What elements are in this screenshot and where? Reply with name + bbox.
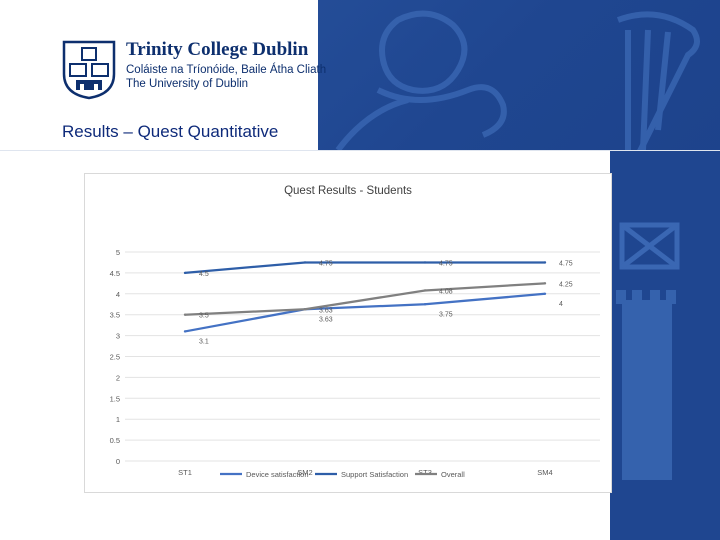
x-tick-label: SM4 bbox=[537, 468, 552, 477]
legend-label: Device satisfaction bbox=[246, 470, 309, 479]
data-label: 4 bbox=[559, 301, 563, 308]
data-point bbox=[423, 261, 427, 264]
data-point bbox=[423, 303, 427, 306]
data-point bbox=[183, 313, 187, 316]
data-label: 4.25 bbox=[559, 281, 573, 288]
data-point bbox=[543, 261, 547, 264]
data-point bbox=[183, 330, 187, 333]
data-point bbox=[543, 282, 547, 285]
series-line bbox=[184, 282, 546, 316]
line-chart: Quest Results - Students 0 0.5 1 1.5 2 2.5 3 3.… bbox=[110, 185, 600, 479]
data-label: 4.75 bbox=[319, 260, 333, 267]
data-point bbox=[183, 271, 187, 275]
series-line bbox=[184, 292, 546, 333]
y-tick-label: 3.5 bbox=[110, 311, 120, 320]
chart-title: Quest Results - Students bbox=[284, 185, 412, 197]
data-point bbox=[303, 308, 307, 311]
y-tick-label: 0 bbox=[116, 457, 120, 466]
data-point bbox=[423, 289, 427, 292]
data-label: 4.08 bbox=[439, 288, 453, 295]
legend-label: Overall bbox=[441, 470, 465, 479]
logo-title: Trinity College Dublin bbox=[126, 39, 309, 60]
saltire-flag-icon bbox=[619, 222, 680, 270]
y-tick-label: 0.5 bbox=[110, 436, 120, 445]
side-decoration bbox=[610, 150, 720, 540]
data-label: 3.5 bbox=[199, 313, 209, 320]
y-tick-label: 4 bbox=[116, 290, 120, 299]
data-label: 4.75 bbox=[439, 260, 453, 267]
y-tick-label: 2 bbox=[116, 373, 120, 382]
data-point bbox=[543, 292, 547, 295]
x-tick-label: ST3 bbox=[418, 468, 432, 477]
y-tick-label: 2.5 bbox=[110, 353, 120, 362]
data-label: 4.75 bbox=[559, 260, 573, 267]
header-divider bbox=[0, 150, 720, 151]
data-label: 3.63 bbox=[319, 307, 333, 314]
tcd-logo[interactable]: Trinity College Dublin Coláiste na Tríon… bbox=[62, 38, 326, 100]
logo-subtitle-english: The University of Dublin bbox=[126, 78, 249, 90]
x-tick-label: SM2 bbox=[297, 468, 312, 477]
data-label: 3.63 bbox=[319, 316, 333, 323]
y-tick-label: 4.5 bbox=[110, 269, 120, 278]
harp-icon bbox=[616, 11, 700, 150]
y-tick-label: 1 bbox=[116, 415, 120, 424]
data-label: 3.75 bbox=[439, 311, 453, 318]
data-label: 4.5 bbox=[199, 271, 209, 278]
crest-icon bbox=[62, 40, 116, 100]
legend-label: Support Satisfaction bbox=[341, 470, 408, 479]
y-tick-label: 1.5 bbox=[110, 394, 120, 403]
data-label: 3.1 bbox=[199, 338, 209, 345]
slide-title: Results – Quest Quantitative bbox=[62, 122, 279, 141]
chart-container: Quest Results - Students 0 0.5 1 1.5 2 2.5 3 3.… bbox=[84, 173, 612, 493]
x-tick-label: ST1 bbox=[178, 468, 192, 477]
tower-icon bbox=[616, 290, 676, 480]
y-tick-label: 5 bbox=[116, 248, 120, 257]
series-line bbox=[184, 261, 545, 275]
lion-icon bbox=[335, 10, 507, 150]
heraldic-decoration bbox=[335, 10, 700, 150]
logo-subtitle-irish: Coláiste na Tríonóide, Baile Átha Cliath bbox=[126, 64, 327, 76]
data-point bbox=[303, 261, 307, 264]
y-tick-label: 3 bbox=[116, 332, 120, 341]
